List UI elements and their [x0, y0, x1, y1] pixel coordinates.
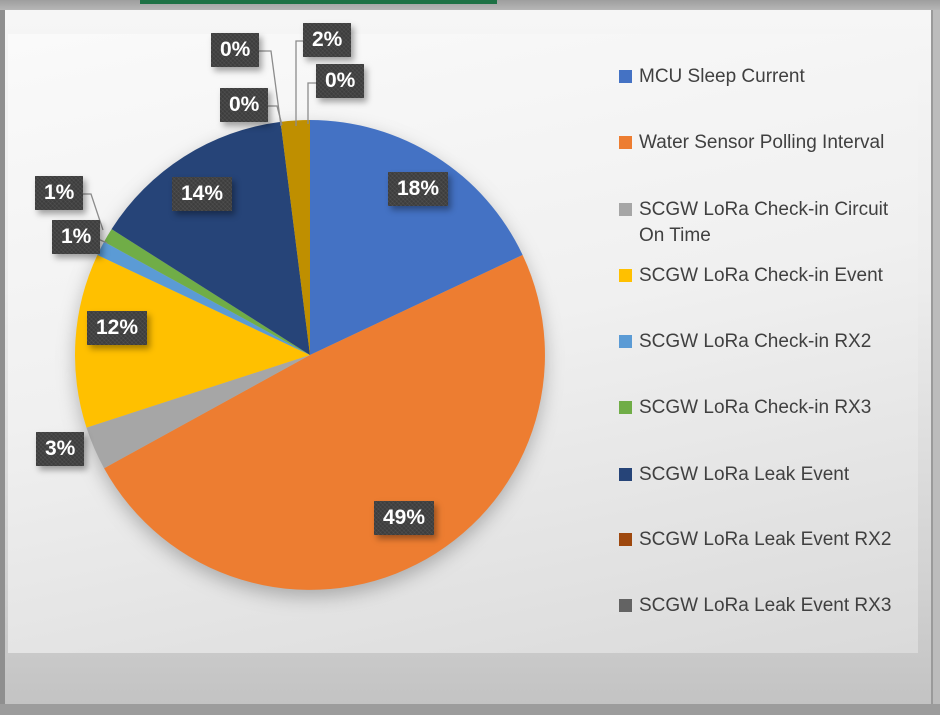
pie-slice-4[interactable] — [97, 241, 311, 355]
legend-item-checkin-rx2[interactable]: SCGW LoRa Check-in RX2 — [619, 329, 918, 355]
legend-swatch — [619, 335, 632, 348]
data-label[interactable]: 14% — [172, 177, 232, 211]
legend-label: MCU Sleep Current — [639, 66, 805, 87]
data-label[interactable]: 0% — [211, 33, 259, 67]
legend-swatch — [619, 533, 632, 546]
legend-swatch — [619, 468, 632, 481]
window-bottom-edge — [0, 704, 940, 715]
legend-label: SCGW LoRa Check-in Event — [639, 265, 883, 286]
legend-label: SCGW LoRa Check-in RX3 — [639, 397, 872, 418]
pie-slices[interactable] — [75, 120, 545, 590]
legend-swatch — [619, 203, 632, 216]
legend-label: SCGW LoRa Check-in RX2 — [639, 331, 872, 352]
legend-swatch — [619, 269, 632, 282]
pie-slice-6[interactable] — [111, 121, 310, 355]
leader-line — [295, 40, 303, 126]
legend-swatch — [619, 401, 632, 414]
legend-swatch — [619, 599, 632, 612]
data-label[interactable]: 0% — [316, 64, 364, 98]
chart-legend: MCU Sleep Current Water Sensor Polling I… — [619, 0, 918, 653]
data-label[interactable]: 3% — [36, 432, 84, 466]
legend-swatch — [619, 136, 632, 149]
pie-slice-9[interactable] — [280, 120, 310, 355]
legend-item-checkin-event[interactable]: SCGW LoRa Check-in Event — [619, 263, 918, 289]
legend-label: SCGW LoRa Leak Event — [639, 464, 850, 485]
pie-slice-5[interactable] — [104, 229, 310, 355]
window-top-edge — [0, 0, 940, 10]
legend-item-checkin-circuit-on-time[interactable]: SCGW LoRa Check-in Circuit On Time — [619, 197, 918, 249]
legend-item-checkin-rx3[interactable]: SCGW LoRa Check-in RX3 — [619, 395, 918, 421]
leader-line — [97, 238, 108, 244]
top-accent-line — [140, 0, 497, 4]
legend-swatch — [619, 70, 632, 83]
data-label[interactable]: 1% — [52, 220, 100, 254]
window-right-edge — [931, 10, 940, 715]
data-label[interactable]: 12% — [87, 311, 147, 345]
legend-label: SCGW LoRa Leak Event RX2 — [639, 529, 892, 550]
legend-label: SCGW LoRa Check-in Circuit On Time — [639, 199, 889, 246]
window-left-edge — [0, 10, 5, 715]
data-label[interactable]: 1% — [35, 176, 83, 210]
leader-line — [79, 193, 104, 231]
leader-lines — [79, 40, 316, 244]
pie-slice-0[interactable] — [310, 120, 523, 355]
pie-slice-3[interactable] — [75, 254, 311, 428]
leader-line — [267, 105, 283, 126]
legend-label: SCGW LoRa Leak Event RX3 — [639, 595, 892, 616]
legend-item-mcu-sleep-current[interactable]: MCU Sleep Current — [619, 64, 918, 90]
legend-item-leak-event-rx2[interactable]: SCGW LoRa Leak Event RX2 — [619, 527, 918, 553]
pie-slice-2[interactable] — [86, 355, 311, 469]
data-label[interactable]: 49% — [374, 501, 434, 535]
data-label[interactable]: 0% — [220, 88, 268, 122]
legend-item-leak-event[interactable]: SCGW LoRa Leak Event — [619, 462, 918, 488]
data-label[interactable]: 18% — [388, 172, 448, 206]
pie-slice-1[interactable] — [104, 254, 545, 590]
leader-line — [307, 82, 316, 124]
legend-label: Water Sensor Polling Interval — [639, 132, 885, 153]
data-label[interactable]: 2% — [303, 23, 351, 57]
leader-line — [258, 50, 282, 127]
legend-item-water-sensor-polling-interval[interactable]: Water Sensor Polling Interval — [619, 130, 918, 156]
legend-item-leak-event-rx3[interactable]: SCGW LoRa Leak Event RX3 — [619, 593, 918, 619]
